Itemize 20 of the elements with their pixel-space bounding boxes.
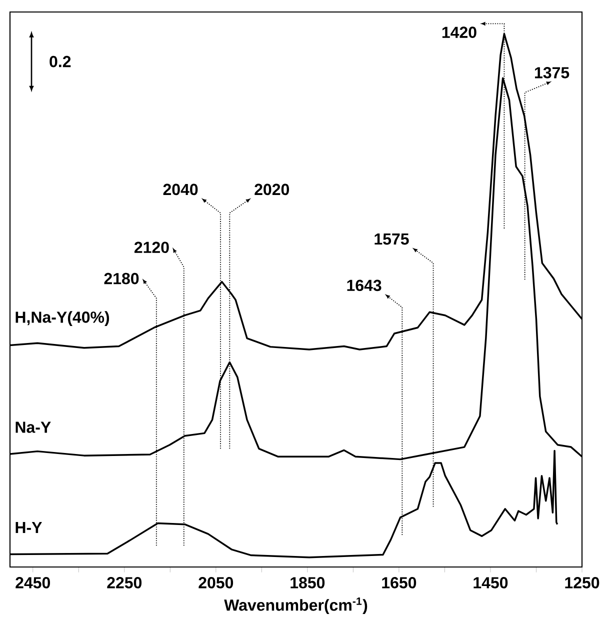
annotation: 1420 <box>442 26 476 38</box>
annotation: 2120 <box>134 242 169 254</box>
x-tick-label: 1850 <box>290 577 325 588</box>
series-label: H,Na-Y(40%) <box>16 311 110 326</box>
x-tick-label: 1250 <box>565 577 600 588</box>
annotation: 1575 <box>374 234 409 245</box>
series-label: Na-Y <box>16 422 51 433</box>
x-tick-label: 2050 <box>198 577 234 588</box>
x-tick-label: 1450 <box>474 577 508 588</box>
annotation: 0.2 <box>50 56 71 68</box>
series-label: H-Y <box>16 522 42 534</box>
x-tick-label: 2250 <box>107 577 142 588</box>
annotation: 2040 <box>163 184 198 196</box>
annotation: 1375 <box>535 67 570 78</box>
annotation: 2020 <box>254 184 290 196</box>
x-tick-label: 2450 <box>16 577 50 588</box>
annotation: 2180 <box>104 272 139 284</box>
x-axis-title: Wavenumber(cm$^{-1}$) <box>224 598 368 614</box>
annotation: 1643 <box>347 280 382 292</box>
x-tick-label: 1650 <box>382 577 416 588</box>
